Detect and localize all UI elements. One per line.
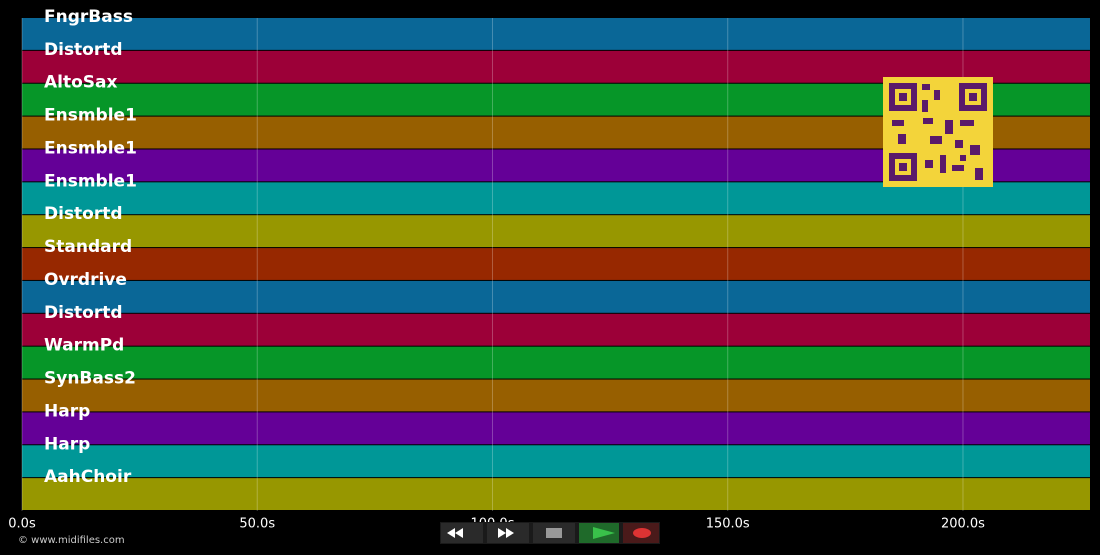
track-name: WarmPd [44, 336, 124, 356]
x-tick-label: 0.0s [8, 517, 36, 532]
track-name: Distortd [44, 204, 123, 224]
record-button[interactable] [623, 523, 659, 543]
track-name: AahChoir [44, 467, 132, 487]
copyright: © www.midifiles.com [18, 535, 125, 546]
transport-controls [440, 522, 660, 544]
track-name: Harp [44, 401, 90, 421]
track-name: Ensmble1 [44, 171, 137, 191]
track-band [22, 313, 1090, 346]
stop-button[interactable] [533, 523, 575, 543]
track-name: Ensmble1 [44, 138, 137, 158]
track-band [22, 445, 1090, 478]
play-button[interactable] [579, 523, 619, 543]
track-name: Distortd [44, 40, 123, 60]
track-band [22, 18, 1090, 50]
track-name: Ensmble1 [44, 106, 137, 126]
rewind-button[interactable] [441, 523, 483, 543]
track-name: SynBass2 [44, 369, 136, 389]
track-band [22, 280, 1090, 313]
track-band [22, 379, 1090, 412]
track-labels: FngrBass Distortd AltoSax Ensmble1 Ensmble1 E… [44, 7, 137, 487]
track-name: Harp [44, 434, 90, 454]
track-band [22, 478, 1090, 510]
track-band [22, 182, 1090, 215]
track-band [22, 346, 1090, 379]
track-name: Distortd [44, 303, 123, 323]
forward-button[interactable] [487, 523, 529, 543]
track-name: AltoSax [44, 73, 118, 93]
track-band [22, 412, 1090, 445]
track-name: Ovrdrive [44, 270, 127, 290]
track-band [22, 248, 1090, 280]
x-tick-label: 200.0s [941, 517, 985, 532]
x-tick-label: 50.0s [239, 517, 275, 532]
track-band [22, 215, 1090, 248]
qr-code [883, 77, 993, 187]
x-tick-label: 150.0s [706, 517, 750, 532]
track-name: FngrBass [44, 7, 133, 27]
track-name: Standard [44, 237, 132, 257]
